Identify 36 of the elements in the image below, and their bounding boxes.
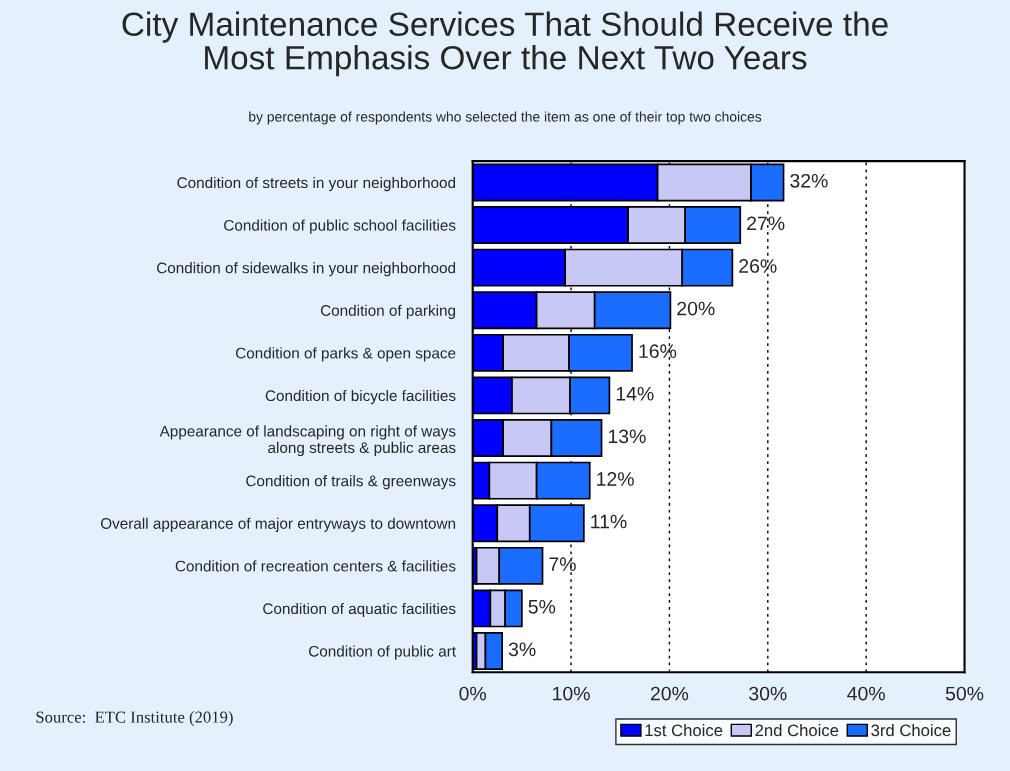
total-label: 12% [597,472,634,486]
legend-label: 2nd Choice [755,723,839,737]
total-label: 32% [790,173,828,188]
y-tick-label: Condition of recreation centers & facilities [175,560,456,572]
x-tick-label: 50% [945,686,984,701]
x-tick-label: 20% [650,686,689,701]
legend-label: 3rd Choice [871,723,951,737]
total-label: 20% [677,301,715,316]
chart-subtitle: by percentage of respondents who selected the item as one of their top two choices [249,111,762,125]
total-label: 13% [608,429,646,444]
x-tick-label: 40% [847,686,885,701]
total-label: 5% [528,599,556,614]
x-tick-label: 30% [749,686,787,701]
total-label: 3% [508,642,536,657]
legend-label: 1st Choice [645,723,723,737]
x-tick-label: 0% [459,686,487,701]
total-label: 7% [549,557,576,571]
x-tick-label: 10% [553,686,590,701]
y-tick-label: Condition of sidewalks in your neighborhood [157,262,456,277]
total-label: 16% [639,344,677,359]
source-note: Source: ETC Institute (2019) [36,711,233,727]
y-tick-label: Condition of public art [309,645,456,660]
y-tick-label: Appearance of landscaping on right of ways along streets & public areas [159,425,456,457]
y-tick-label: Condition of parks & open space [235,347,456,362]
total-label: 26% [739,259,777,273]
y-tick-label: Condition of bicycle facilities [265,389,456,405]
total-label: 27% [747,216,785,231]
total-label: 14% [616,386,654,401]
chart-title: City Maintenance Services That Should Receive the Most Emphasis Over the Next Two Years [122,11,888,77]
y-tick-label: Condition of aquatic facilities [263,602,456,618]
y-tick-label: Condition of streets in your neighborhood [177,176,456,192]
y-tick-label: Condition of public school facilities [224,219,456,234]
y-tick-label: Condition of parking [320,304,456,319]
total-label: 11% [591,514,627,529]
y-tick-label: Overall appearance of major entryways to downtown [100,517,456,532]
y-tick-label: Condition of trails & greenways [246,475,456,490]
